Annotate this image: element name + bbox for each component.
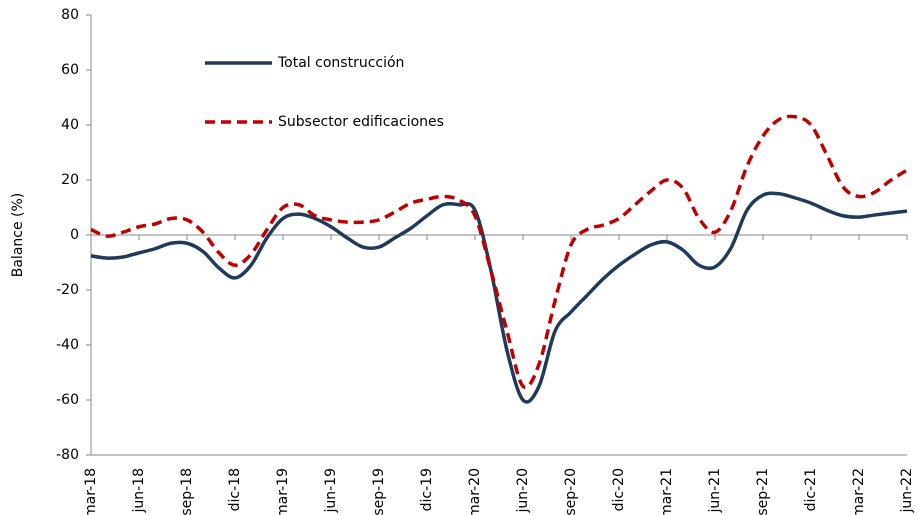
legend-label: Subsector edificaciones bbox=[278, 114, 444, 130]
y-tick-label: 40 bbox=[61, 117, 79, 133]
x-tick-label: jun-19 bbox=[323, 468, 339, 514]
x-tick-label: dic-20 bbox=[611, 468, 627, 511]
x-tick-label: mar-18 bbox=[83, 468, 99, 515]
y-tick-label: 20 bbox=[61, 172, 79, 188]
x-tick-label: mar-22 bbox=[851, 468, 867, 515]
x-tick-label: jun-22 bbox=[899, 468, 915, 514]
y-tick-label: -40 bbox=[56, 337, 79, 353]
y-axis-label: Balance (%) bbox=[10, 193, 26, 278]
series-line bbox=[90, 114, 908, 390]
x-tick-label: mar-19 bbox=[275, 468, 291, 515]
x-tick-label: dic-21 bbox=[803, 468, 819, 511]
y-tick-label: 0 bbox=[70, 227, 79, 243]
x-tick-label: jun-18 bbox=[131, 468, 147, 514]
x-tick-label: sep-21 bbox=[755, 468, 771, 515]
x-tick-label: sep-18 bbox=[179, 468, 195, 515]
x-tick-label: sep-20 bbox=[563, 468, 579, 515]
x-tick-label: mar-20 bbox=[467, 468, 483, 515]
legend-label: Total construcción bbox=[277, 55, 404, 71]
x-tick-label: mar-21 bbox=[659, 468, 675, 515]
x-tick-label: dic-18 bbox=[227, 468, 243, 511]
x-tick-label: dic-19 bbox=[419, 468, 435, 511]
series-line bbox=[90, 191, 908, 404]
x-tick-label: jun-21 bbox=[707, 468, 723, 514]
x-tick-label: sep-19 bbox=[371, 468, 387, 515]
y-tick-label: -80 bbox=[56, 447, 79, 463]
y-tick-label: 80 bbox=[61, 7, 79, 23]
x-tick-label: jun-20 bbox=[515, 468, 531, 514]
y-tick-label: 60 bbox=[61, 62, 79, 78]
y-tick-label: -60 bbox=[56, 392, 79, 408]
y-tick-label: -20 bbox=[56, 282, 79, 298]
